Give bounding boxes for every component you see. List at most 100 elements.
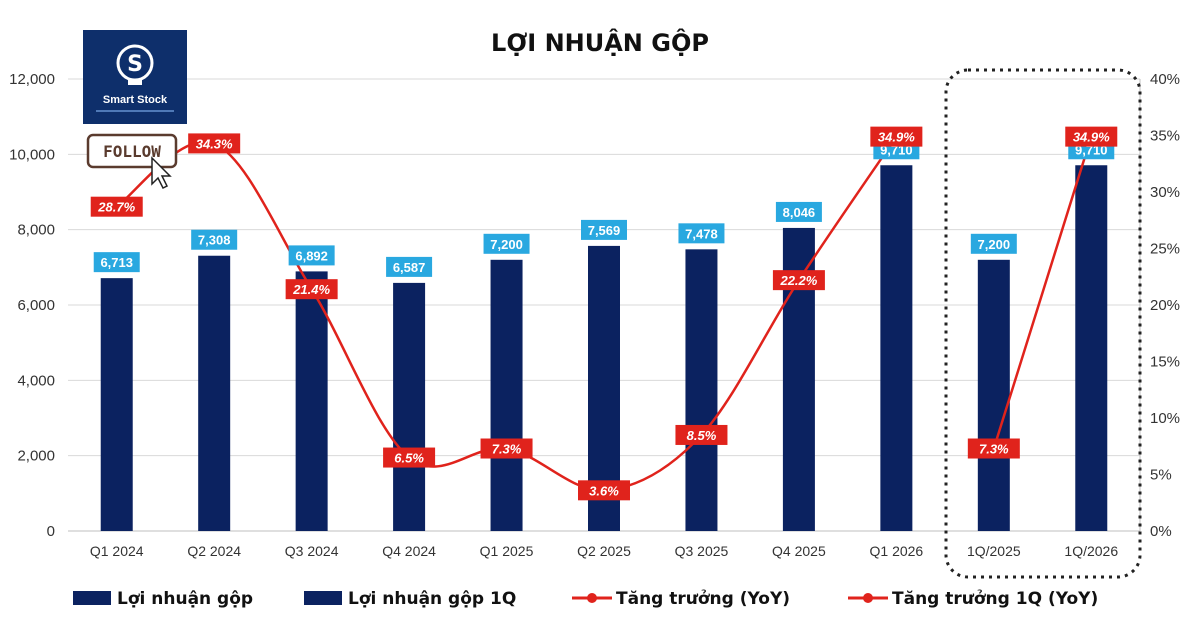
bar-value-label: 7,569 (588, 223, 621, 238)
bar (490, 259, 523, 531)
growth-label-bg (480, 438, 533, 459)
follow-label[interactable]: FOLLOW (103, 142, 161, 161)
growth-label-bg (675, 424, 728, 445)
data-labels: 6,713 7,308 6,892 6,587 7,200 7,569 7,478 8,046… (90, 126, 1118, 501)
growth-label-bg (383, 447, 436, 468)
chart-title: LỢI NHUẬN GỘP (491, 27, 709, 57)
follow-badge[interactable]: FOLLOW (86, 133, 178, 190)
legend-swatch (73, 591, 111, 605)
growth-label-bg (90, 196, 143, 217)
right-tick-label: 30% (1150, 184, 1180, 201)
logo-name: Smart Stock (103, 94, 168, 106)
growth-label: 22.2% (779, 273, 817, 288)
left-tick-label: 6,000 (17, 297, 55, 314)
bar (100, 278, 133, 531)
bar-value-label: 7,308 (198, 233, 231, 248)
category-label: 1Q/2025 (967, 543, 1021, 559)
right-tick-label: 10% (1150, 410, 1180, 427)
growth-label-bg (578, 480, 630, 501)
bar (1075, 165, 1108, 532)
left-tick-label: 10,000 (9, 146, 55, 163)
legend: Lợi nhuận gộp Lợi nhuận gộp 1Q Tăng trưở… (73, 589, 1098, 609)
growth-label-bg (285, 279, 338, 300)
right-tick-label: 40% (1150, 71, 1180, 88)
svg-text:S: S (127, 52, 143, 77)
right-tick-label: 5% (1150, 467, 1172, 484)
left-tick-label: 4,000 (17, 372, 55, 389)
legend-label: Lợi nhuận gộp (117, 589, 253, 609)
growth-label: 34.3% (196, 136, 233, 151)
bar-value-label-bg (386, 256, 433, 277)
category-label: Q1 2026 (870, 543, 924, 559)
category-label: Q3 2024 (285, 543, 339, 559)
right-tick-label: 20% (1150, 297, 1180, 314)
bar (198, 255, 231, 531)
bar (685, 249, 718, 531)
cursor-icon (151, 156, 172, 190)
growth-label: 7.3% (979, 442, 1009, 457)
bar (295, 271, 328, 531)
right-tick-label: 15% (1150, 354, 1180, 371)
highlight-box (944, 68, 1142, 579)
bar-value-label: 6,892 (295, 248, 328, 263)
bar-value-label: 6,587 (393, 260, 426, 275)
legend-label: Lợi nhuận gộp 1Q (348, 589, 516, 609)
right-y-axis: 0% 5% 10% 15% 20% 25% 30% 35% 40% (1150, 71, 1180, 540)
growth-line (992, 136, 1093, 449)
growth-label-bg (1065, 126, 1118, 147)
bar (880, 165, 913, 532)
growth-label: 8.5% (687, 428, 717, 443)
bar-value-label: 6,713 (100, 255, 133, 270)
smart-stock-logo: S Smart Stock (83, 30, 187, 124)
legend-item-growth-1q-yoy: Tăng trưởng 1Q (YoY) (848, 589, 1098, 609)
left-tick-label: 2,000 (17, 448, 55, 465)
category-label: Q2 2025 (577, 543, 631, 559)
legend-marker (587, 593, 597, 603)
category-label: Q1 2025 (480, 543, 534, 559)
left-tick-label: 8,000 (17, 222, 55, 239)
bar (977, 259, 1010, 531)
category-label: Q4 2025 (772, 543, 826, 559)
legend-item-gross-profit: Lợi nhuận gộp (73, 589, 253, 609)
bar-value-label-bg (93, 252, 140, 273)
category-label: 1Q/2026 (1064, 543, 1118, 559)
left-tick-label: 0 (47, 523, 55, 540)
bar-value-label-bg (581, 219, 627, 240)
bar-value-label: 7,200 (978, 237, 1011, 252)
growth-label: 21.4% (292, 282, 330, 297)
lightbulb-icon: S (116, 44, 154, 85)
legend-item-gross-profit-1q: Lợi nhuận gộp 1Q (304, 589, 516, 609)
category-label: Q3 2025 (675, 543, 729, 559)
category-label: Q1 2024 (90, 543, 144, 559)
left-y-axis: 0 2,000 4,000 6,000 8,000 10,000 12,000 (9, 71, 55, 540)
growth-label: 34.9% (878, 130, 915, 145)
bars (100, 165, 1108, 532)
legend-marker (863, 593, 873, 603)
growth-label-bg (870, 126, 923, 147)
growth-label: 7.3% (492, 442, 522, 457)
left-tick-label: 12,000 (9, 71, 55, 88)
bar-value-label: 7,478 (685, 226, 718, 241)
legend-label: Tăng trưởng 1Q (YoY) (892, 589, 1098, 609)
bar-value-label-bg (970, 233, 1017, 254)
right-tick-label: 25% (1150, 241, 1180, 258)
category-label: Q2 2024 (187, 543, 241, 559)
bar-value-label-bg (483, 233, 530, 254)
bar-value-label: 8,046 (783, 205, 816, 220)
bar-value-label-bg (678, 223, 725, 244)
growth-label: 28.7% (97, 200, 135, 215)
legend-item-growth-yoy: Tăng trưởng (YoY) (572, 589, 790, 609)
bar-value-label-bg (775, 201, 822, 222)
category-axis: Q1 2024 Q2 2024 Q3 2024 Q4 2024 Q1 2025 Q2 20… (90, 543, 1118, 559)
category-label: Q4 2024 (382, 543, 436, 559)
growth-label: 6.5% (394, 451, 424, 466)
bar-value-label-bg (288, 245, 335, 266)
right-tick-label: 0% (1150, 523, 1172, 540)
growth-label-bg (772, 270, 825, 291)
growth-label: 34.9% (1073, 130, 1110, 145)
bar-value-label: 7,200 (490, 237, 523, 252)
growth-label-bg (967, 438, 1020, 459)
legend-swatch (304, 591, 342, 605)
growth-label: 3.6% (589, 483, 619, 498)
